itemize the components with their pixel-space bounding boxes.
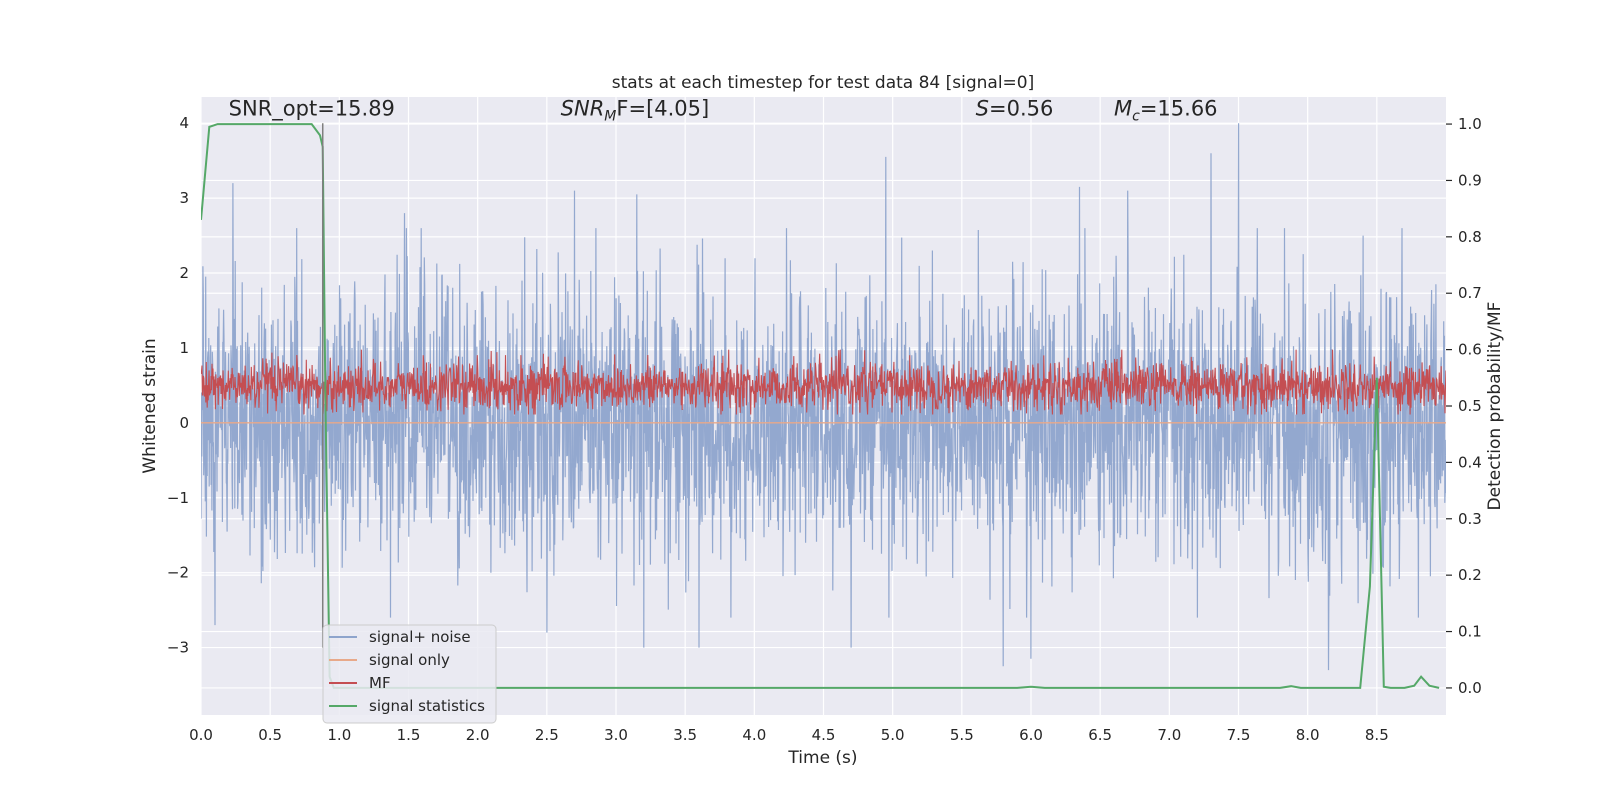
y-tick-label-right: 0.5: [1458, 397, 1482, 415]
y-tick-label-left: −1: [167, 489, 189, 507]
y-axis-label-left: Whitened strain: [140, 338, 160, 473]
y-tick-label-left: 1: [179, 339, 189, 357]
right-y-axis-ticks: 0.0 0.1 0.2 0.3 0.4 0.5 0.6 0.7 0.8 0.9 1.0: [1446, 115, 1482, 697]
y-tick-label-right: 0.6: [1458, 341, 1482, 359]
y-tick-label-right: 0.9: [1458, 171, 1482, 189]
x-axis-label: Time (s): [787, 748, 857, 768]
left-y-axis-ticks: −3 −2 −1 0 1 2 3 4: [167, 114, 189, 656]
y-tick-label-right: 0.3: [1458, 510, 1482, 528]
x-tick-label: 1.5: [397, 726, 421, 744]
legend-label: signal+ noise: [369, 628, 471, 646]
y-tick-label-left: 3: [179, 189, 189, 207]
x-tick-label: 0.0: [189, 726, 213, 744]
y-tick-label-right: 0.7: [1458, 284, 1482, 302]
x-tick-label: 3.0: [604, 726, 628, 744]
x-tick-label: 2.5: [535, 726, 559, 744]
x-tick-label: 3.5: [673, 726, 697, 744]
x-tick-label: 0.5: [258, 726, 282, 744]
y-tick-label-right: 0.4: [1458, 453, 1482, 471]
legend-box: [322, 624, 497, 724]
series-signal-noise: [201, 123, 1446, 671]
annotation-snr-mf: SNRMF=[4.05]: [561, 97, 710, 125]
y-tick-label-right: 1.0: [1458, 115, 1482, 133]
chart-title: stats at each timestep for test data 84 …: [612, 73, 1035, 93]
annotation-mc-val: Mc=15.66: [1114, 97, 1218, 125]
y-tick-label-right: 0.1: [1458, 623, 1482, 641]
x-tick-label: 5.5: [950, 726, 974, 744]
annotation-snr-opt: SNR_opt=15.89: [229, 97, 395, 122]
series-mf: [201, 349, 1446, 415]
legend-label: signal only: [369, 651, 450, 669]
x-tick-label: 1.0: [327, 726, 351, 744]
y-tick-label-right: 0.2: [1458, 566, 1482, 584]
x-tick-label: 2.0: [466, 726, 490, 744]
annotation-s-val: S=0.56: [976, 97, 1054, 121]
series-clip-group: [201, 123, 1446, 689]
legend-label: signal statistics: [369, 697, 485, 715]
y-tick-label-left: −3: [167, 639, 189, 657]
x-axis-ticks: 0.0 0.5 1.0 1.5 2.0 2.5 3.0 3.5 4.0 4.5 5.0 5.5 6.0 6…: [189, 726, 1389, 744]
y-tick-label-left: 0: [179, 414, 189, 432]
y-tick-label-right: 0.0: [1458, 679, 1482, 697]
x-tick-label: 7.0: [1157, 726, 1181, 744]
x-tick-label: 4.0: [742, 726, 766, 744]
x-tick-label: 4.5: [812, 726, 836, 744]
x-tick-label: 8.0: [1296, 726, 1320, 744]
legend-label: MF: [369, 674, 391, 692]
x-tick-label: 6.5: [1088, 726, 1112, 744]
x-tick-label: 5.0: [881, 726, 905, 744]
legend: signal+ noise signal only MF signal statist…: [322, 624, 497, 724]
annotations: SNR_opt=15.89 SNRMF=[4.05] S=0.56 Mc=15.66: [229, 97, 1218, 125]
series-layer: [201, 123, 1446, 689]
x-tick-label: 7.5: [1227, 726, 1251, 744]
y-tick-label-right: 0.8: [1458, 228, 1482, 246]
y-axis-label-right: Detection probability/MF: [1485, 302, 1505, 511]
x-tick-label: 8.5: [1365, 726, 1389, 744]
series-signal-statistics: [201, 123, 1440, 689]
y-tick-label-left: −2: [167, 564, 189, 582]
x-tick-label: 6.0: [1019, 726, 1043, 744]
y-tick-label-left: 2: [179, 264, 189, 282]
y-tick-label-left: 4: [179, 114, 189, 132]
